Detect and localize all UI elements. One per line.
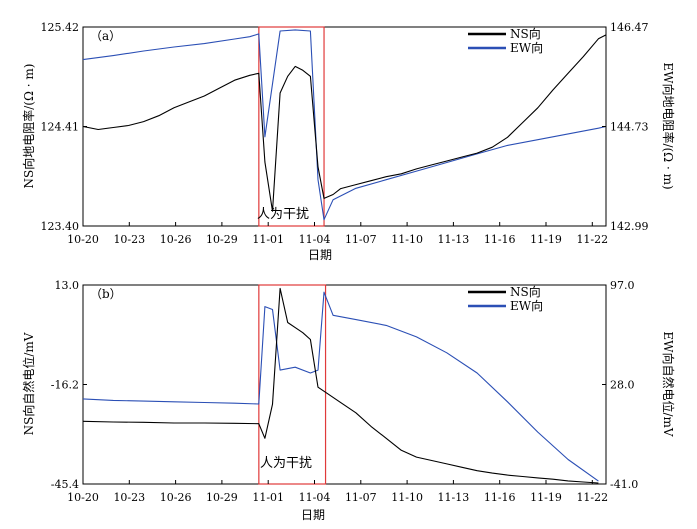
panel-a-left-axis: 125.42 124.41 123.40 — [41, 21, 87, 233]
x-tick-label: 10-23 — [113, 233, 145, 246]
x-tick-label: 11-01 — [252, 491, 284, 504]
panel-a-interference-label: 人为干扰 — [257, 207, 309, 222]
panel-a-right-axis: 146.47 144.73 142.99 — [602, 21, 649, 233]
panel-a-left-axis-title: NS向地电阻率/(Ω · m) — [21, 64, 36, 189]
left-y-tick-label: 125.42 — [41, 21, 80, 34]
right-y-tick-label: 146.47 — [610, 21, 649, 34]
panel-a-legend-ns-label: NS向 — [510, 26, 541, 41]
panel-b-left-axis: 13.0 -16.2 -45.4 — [51, 279, 87, 491]
panel-a-label: （a） — [90, 29, 121, 43]
panel-a-legend: NS向 EW向 — [468, 26, 543, 55]
x-tick-label: 10-20 — [67, 233, 99, 246]
panel-b-interference-label: 人为干扰 — [260, 456, 312, 471]
x-tick-label: 11-22 — [576, 491, 608, 504]
panel-a-interference-box — [258, 26, 325, 227]
panel-b-interference-box — [258, 284, 327, 485]
x-tick-label: 11-13 — [438, 233, 470, 246]
x-tick-label: 10-23 — [113, 491, 145, 504]
ew-series-line — [82, 29, 607, 221]
interference-region — [258, 26, 325, 227]
x-tick-label: 11-22 — [576, 233, 608, 246]
panel-b-left-axis-title: NS向自然电位/mV — [21, 332, 36, 435]
left-y-tick-label: 13.0 — [55, 279, 80, 292]
x-tick-label: 11-16 — [484, 233, 516, 246]
panel-b-x-axis-title: 日期 — [301, 508, 325, 522]
right-y-tick-label: 142.99 — [610, 220, 649, 233]
panel-a-right-axis-title: EW向地电阻率/(Ω · m) — [661, 62, 676, 189]
panel-b-legend: NS向 EW向 — [468, 284, 543, 313]
panel-b-plot-frame — [82, 284, 607, 485]
panel-a-legend-ew-label: EW向 — [510, 40, 543, 55]
interference-region — [258, 284, 327, 485]
x-tick-label: 11-07 — [345, 491, 377, 504]
panel-a-x-axis: 10-20 10-23 10-26 10-29 11-01 11-04 11-07 11-10… — [67, 222, 608, 246]
x-tick-label: 10-26 — [160, 491, 192, 504]
ns-series-line — [82, 287, 599, 484]
x-tick-label: 11-16 — [484, 491, 516, 504]
x-tick-label: 11-01 — [252, 233, 284, 246]
right-y-tick-label: 144.73 — [610, 121, 649, 134]
panel-b-series — [82, 287, 599, 484]
panel-b-legend-ew-label: EW向 — [510, 298, 543, 313]
panel-b-legend-ns-label: NS向 — [510, 284, 541, 299]
panel-a-x-axis-title: 日期 — [308, 248, 332, 262]
x-tick-label: 11-13 — [438, 491, 470, 504]
panel-a: （a） 人为干扰 10-20 10-23 10-26 10-29 11-01 11-04 1… — [21, 21, 676, 262]
x-tick-label: 11-10 — [391, 491, 423, 504]
x-tick-label: 11-19 — [530, 233, 562, 246]
panel-b-label: （b） — [90, 287, 122, 301]
right-y-tick-label: 97.0 — [610, 279, 635, 292]
right-y-tick-label: 28.0 — [610, 379, 635, 392]
ew-series-line — [82, 291, 599, 482]
panel-a-series — [82, 29, 607, 221]
left-y-tick-label: -16.2 — [51, 379, 79, 392]
panel-b: （b） 人为干扰 10-20 10-23 10-26 10-29 11-01 11-04 1… — [21, 279, 676, 522]
panel-b-right-axis: 97.0 28.0 -41.0 — [602, 279, 638, 491]
x-tick-label: 11-19 — [530, 491, 562, 504]
x-tick-label: 11-04 — [299, 233, 331, 246]
panel-b-x-axis: 10-20 10-23 10-26 10-29 11-01 11-04 11-07 11-10… — [67, 480, 608, 504]
ns-series-line — [82, 34, 607, 212]
x-tick-label: 10-20 — [67, 491, 99, 504]
x-tick-label: 10-29 — [206, 233, 238, 246]
x-tick-label: 10-29 — [206, 491, 238, 504]
x-tick-label: 11-04 — [299, 491, 331, 504]
left-y-tick-label: 123.40 — [41, 220, 80, 233]
x-tick-label: 10-26 — [160, 233, 192, 246]
x-tick-label: 11-10 — [391, 233, 423, 246]
panel-a-plot-frame — [82, 26, 607, 227]
right-y-tick-label: -41.0 — [610, 478, 638, 491]
x-tick-label: 11-07 — [345, 233, 377, 246]
left-y-tick-label: 124.41 — [41, 121, 80, 134]
left-y-tick-label: -45.4 — [51, 478, 79, 491]
panel-b-right-axis-title: EW向自然电位/mV — [661, 331, 676, 437]
